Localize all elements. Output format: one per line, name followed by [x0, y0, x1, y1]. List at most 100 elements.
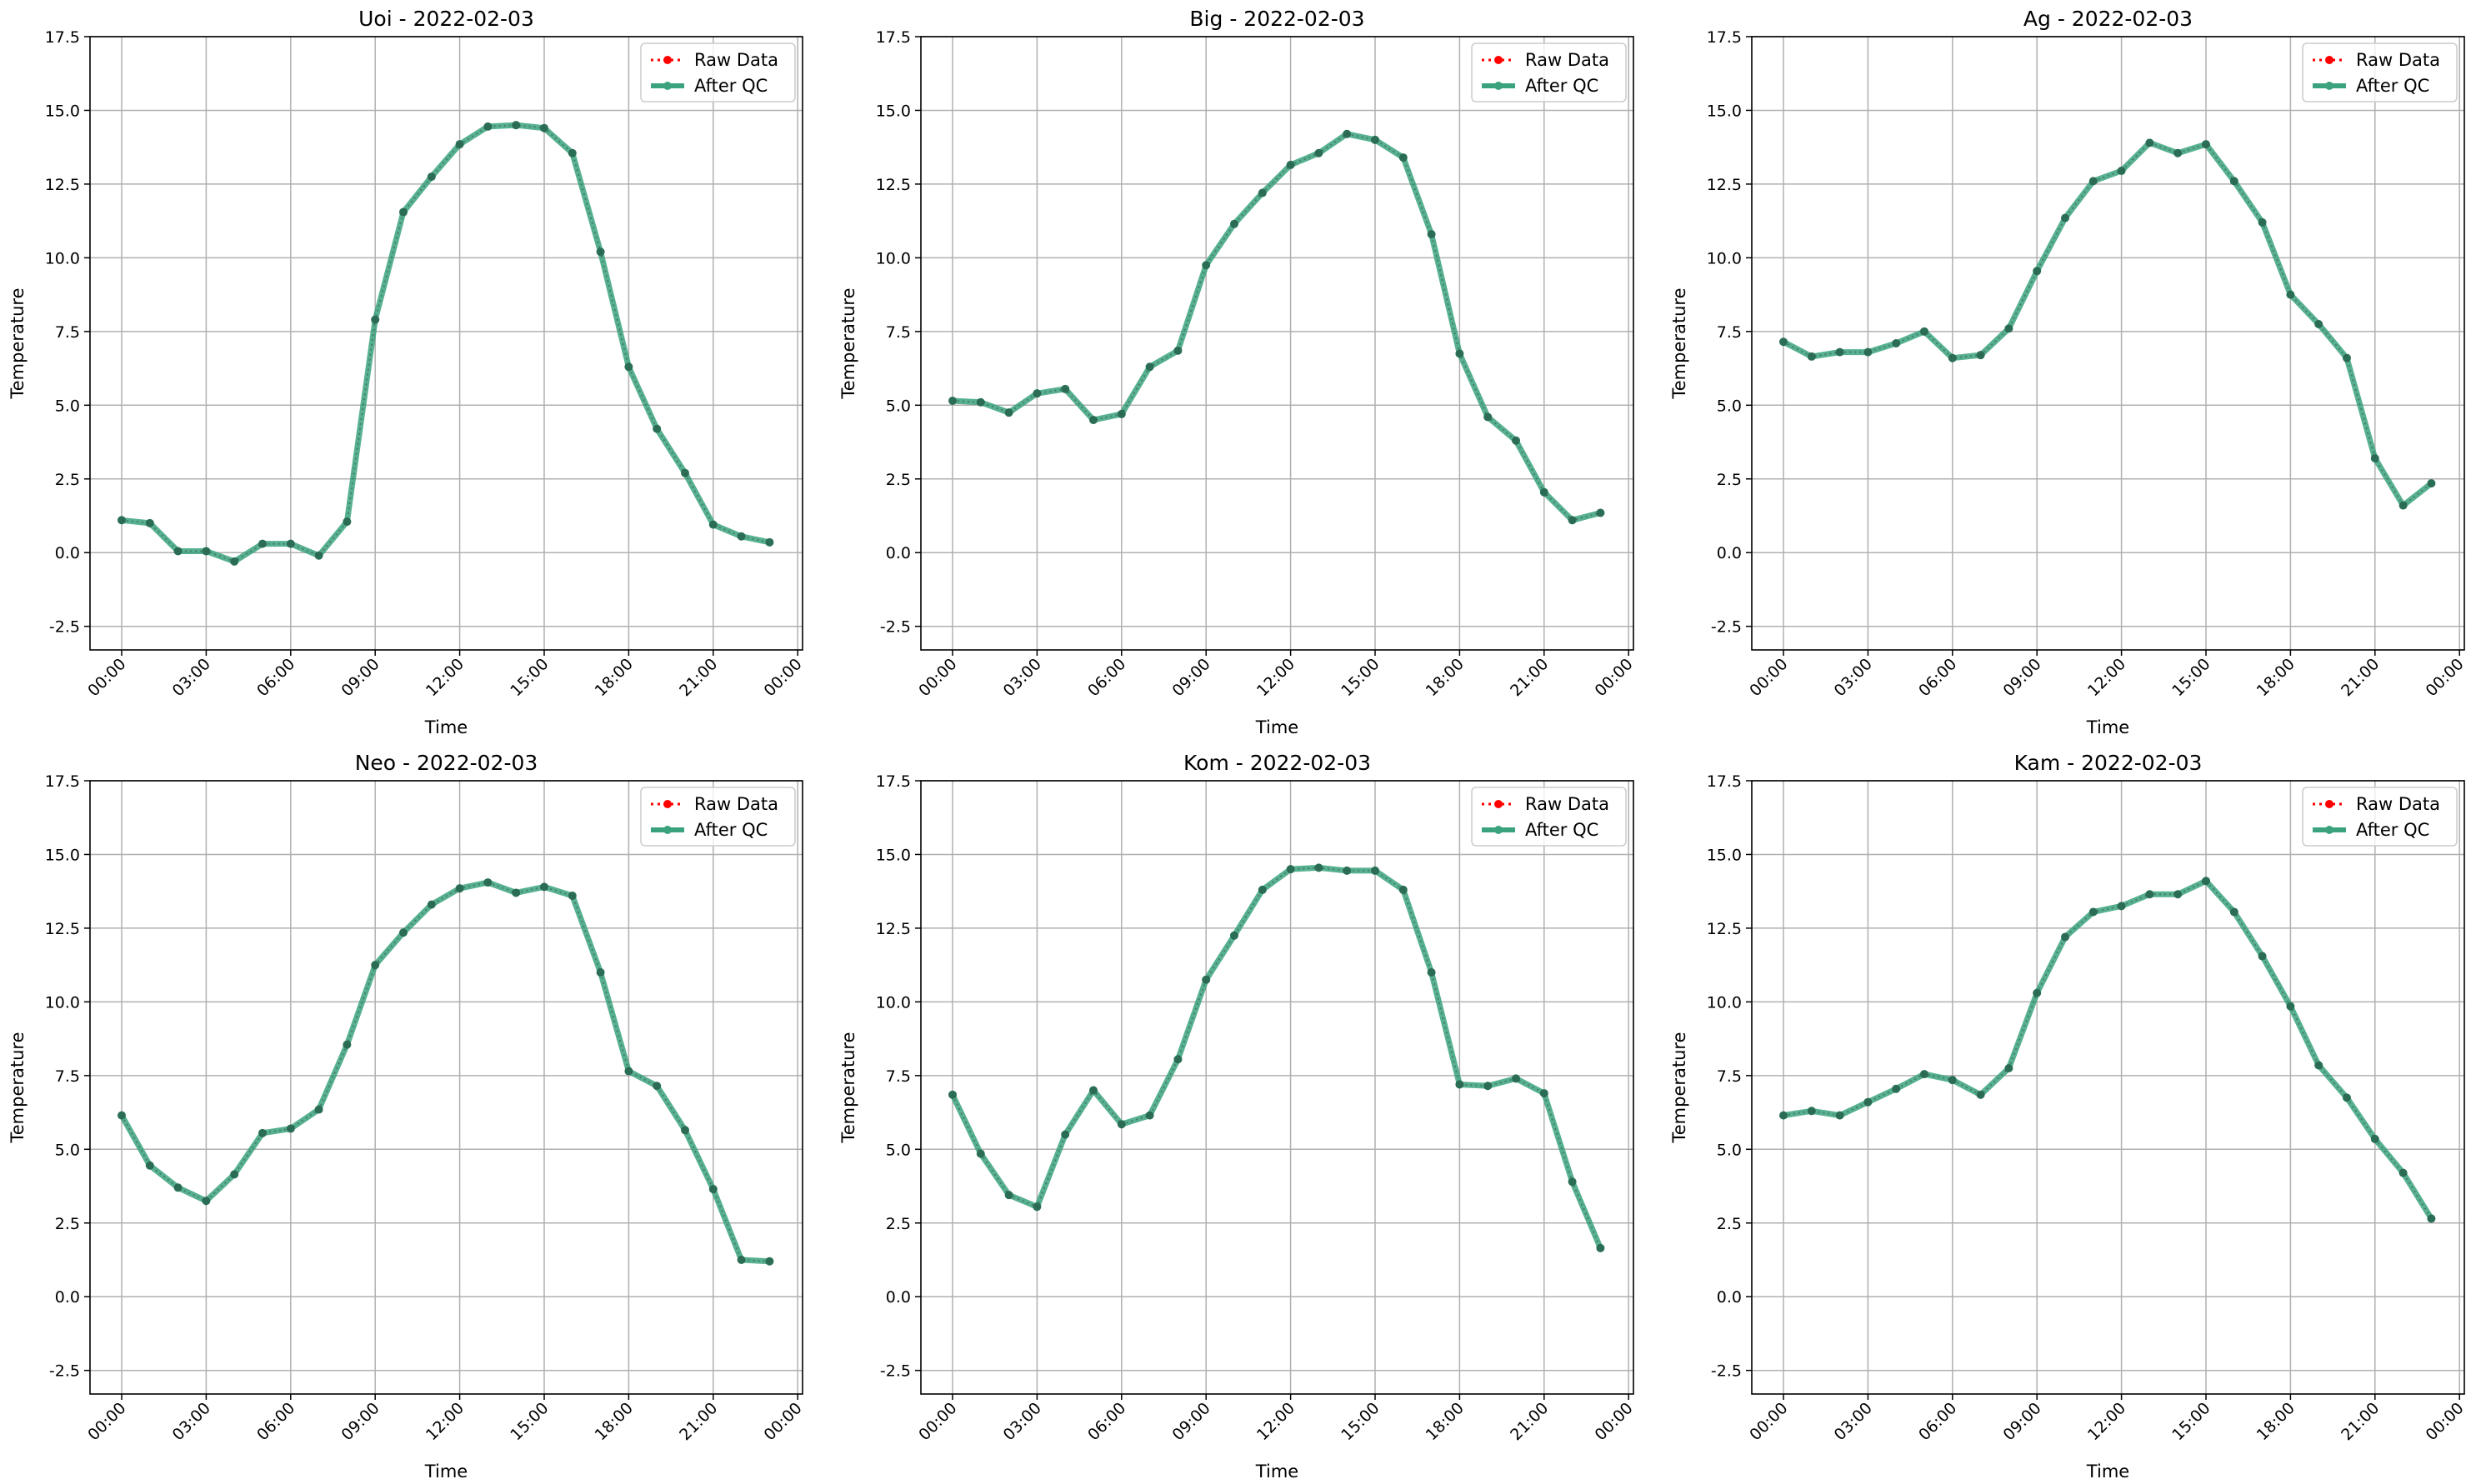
y-tick-label: 7.5 [55, 323, 80, 342]
data-point-after-qc [681, 468, 689, 477]
y-tick-label: 17.5 [876, 772, 911, 791]
plot-frame [920, 36, 1634, 651]
chart-title: Uoi - 2022-02-03 [358, 7, 534, 31]
data-point-after-qc [1863, 1097, 1873, 1107]
data-point-after-qc [2286, 290, 2295, 299]
data-point-after-qc [512, 121, 521, 130]
legend: Raw Data After QC [1471, 787, 1627, 847]
series-line-after-qc [1782, 139, 2433, 509]
legend: Raw Data After QC [1471, 42, 1627, 102]
x-tick-label: 09:00 [1168, 1399, 1213, 1444]
data-point-after-qc [624, 362, 633, 372]
data-point-after-qc [2202, 140, 2210, 149]
x-tick-label: 18:00 [1423, 1399, 1468, 1444]
data-point-after-qc [1427, 968, 1436, 977]
data-point-after-qc [653, 1082, 662, 1091]
series-line-after-qc [118, 879, 770, 1265]
y-tick-label: 12.5 [1707, 920, 1742, 938]
y-axis-label: Temperature [838, 287, 858, 399]
data-point-after-qc [2173, 890, 2183, 899]
legend-marker-raw-data [663, 56, 672, 64]
y-tick-label: 5.0 [886, 397, 911, 415]
data-point-after-qc [2202, 877, 2210, 886]
data-point-after-qc [2258, 952, 2267, 961]
data-point-after-qc [1343, 866, 1352, 875]
x-tick-label: 18:00 [592, 1399, 637, 1444]
x-tick-label: 06:00 [253, 1399, 298, 1444]
x-tick-label: 21:00 [676, 1399, 721, 1444]
subplot-2: -2.5 0.0 2.5 5.0 7.5 10.0 12.5 15.0 17.5 00:00 03:… [838, 7, 1637, 737]
data-point-after-qc [1863, 347, 1873, 357]
y-axis-label: Temperature [8, 1032, 28, 1143]
y-tick-label: 15.0 [45, 846, 80, 864]
x-tick-label: 21:00 [2338, 1399, 2383, 1444]
legend-label: Raw Data [1525, 50, 1609, 70]
y-axis-label: Temperature [8, 287, 28, 399]
x-tick-label: 12:00 [1253, 1399, 1298, 1444]
data-point-after-qc [483, 122, 493, 131]
data-point-after-qc [230, 1170, 239, 1179]
x-tick-label: 00:00 [915, 655, 960, 700]
x-tick-label: 15:00 [507, 655, 552, 700]
legend-marker-raw-data [2325, 800, 2333, 808]
y-tick-label: -2.5 [880, 618, 911, 637]
x-axis-label: Time [1255, 1462, 1298, 1482]
x-tick-label: 12:00 [2084, 1399, 2129, 1444]
data-point-after-qc [624, 1067, 633, 1076]
y-tick-label: 7.5 [886, 323, 911, 342]
data-point-after-qc [708, 520, 718, 529]
legend-marker-after-qc [663, 826, 672, 834]
y-tick-label: 17.5 [1707, 28, 1742, 47]
x-tick-label: 18:00 [592, 655, 637, 700]
data-point-after-qc [1455, 1080, 1464, 1089]
data-point-after-qc [1398, 153, 1408, 162]
x-tick-label: 06:00 [253, 655, 298, 700]
x-tick-label: 09:00 [1999, 1399, 2044, 1444]
data-point-after-qc [2370, 1134, 2379, 1143]
data-point-after-qc [1427, 230, 1436, 239]
x-axis-label: Time [424, 717, 468, 737]
x-tick-label: 03:00 [1000, 1399, 1045, 1444]
data-point-after-qc [1230, 931, 1238, 940]
y-tick-label: 0.0 [55, 544, 80, 562]
data-point-after-qc [1835, 1111, 1844, 1120]
data-point-after-qc [681, 1126, 689, 1135]
legend-label: After QC [2356, 76, 2429, 96]
y-tick-label: 5.0 [886, 1141, 911, 1159]
legend-label: After QC [2356, 820, 2429, 840]
data-point-after-qc [1807, 1107, 1816, 1116]
legend-marker-raw-data [1494, 800, 1503, 808]
data-point-after-qc [399, 928, 408, 937]
data-point-after-qc [2370, 454, 2379, 462]
x-tick-label: 00:00 [1591, 655, 1636, 700]
legend-marker-after-qc [1494, 826, 1503, 834]
data-point-after-qc [1807, 352, 1816, 361]
data-point-after-qc [427, 900, 436, 909]
data-point-after-qc [314, 551, 323, 560]
y-axis-label: Temperature [838, 1032, 858, 1143]
y-tick-label: 0.0 [1717, 1288, 1742, 1307]
y-tick-label: 10.0 [1707, 993, 1742, 1012]
x-tick-label: 15:00 [507, 1399, 552, 1444]
y-tick-label: 17.5 [45, 28, 80, 47]
x-tick-label: 21:00 [2338, 655, 2383, 700]
y-tick-label: 2.5 [55, 471, 80, 489]
legend: Raw Data After QC [2302, 787, 2458, 847]
data-point-after-qc [427, 172, 436, 182]
y-tick-label: -2.5 [1711, 1362, 1742, 1381]
y-tick-label: 0.0 [886, 1288, 911, 1307]
data-point-after-qc [1258, 885, 1267, 894]
legend-label: After QC [694, 820, 768, 840]
y-tick-label: 7.5 [886, 1067, 911, 1086]
x-tick-label: 00:00 [84, 1399, 129, 1444]
y-tick-label: 15.0 [876, 102, 911, 120]
data-point-after-qc [976, 397, 985, 407]
y-tick-label: 10.0 [876, 993, 911, 1012]
x-tick-label: 00:00 [1746, 655, 1791, 700]
x-tick-label: 06:00 [1084, 1399, 1129, 1444]
series-line-after-qc [1783, 877, 2434, 1221]
data-point-after-qc [1145, 1111, 1154, 1120]
plot-frame [1751, 36, 2465, 651]
data-point-after-qc [2117, 167, 2126, 175]
data-point-after-qc [1202, 261, 1211, 270]
